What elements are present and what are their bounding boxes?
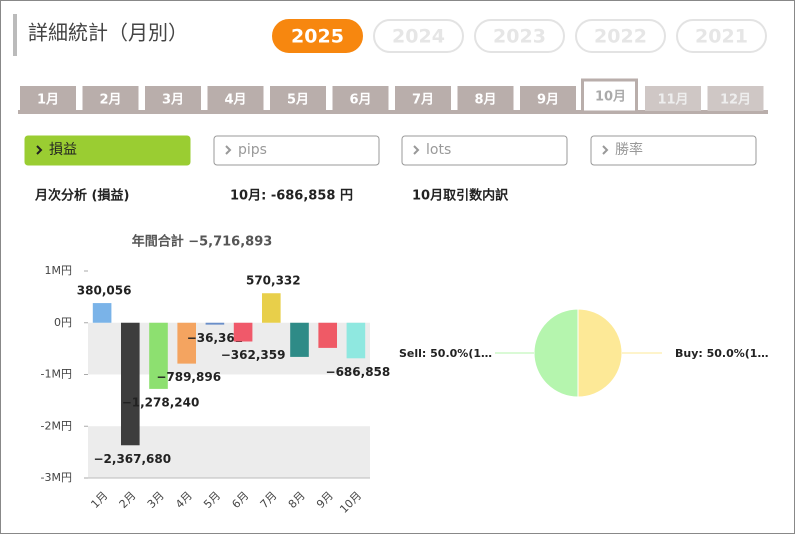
metric-button-label[interactable]: 勝率	[615, 141, 643, 158]
year-tab-label[interactable]: 2021	[695, 26, 748, 48]
bar	[346, 322, 366, 359]
month-tab[interactable]	[457, 86, 514, 111]
metric-button[interactable]	[401, 135, 568, 166]
year-tab-label[interactable]: 2022	[594, 26, 647, 48]
y-tick-label: -3M円	[41, 471, 72, 484]
month-tab[interactable]	[270, 86, 326, 111]
month-tab[interactable]	[145, 86, 201, 111]
y-tick-label: -2M円	[41, 419, 72, 432]
month-tab[interactable]	[20, 86, 76, 111]
month-tab-label[interactable]: 3月	[162, 93, 184, 108]
bar	[290, 322, 309, 357]
data-label: −36,362	[187, 331, 243, 345]
year-tab-label[interactable]: 2025	[291, 26, 344, 48]
month-tab[interactable]	[520, 86, 576, 111]
chevron-icon	[225, 145, 232, 155]
bar	[177, 322, 197, 364]
data-label: −789,896	[156, 370, 221, 384]
y-tick-label: 0円	[54, 316, 72, 329]
month-tab-label[interactable]: 5月	[287, 93, 309, 108]
data-label: −686,858	[326, 365, 391, 379]
month-tab[interactable]	[207, 86, 264, 111]
section-label: 10月取引数内訳	[412, 188, 509, 204]
month-tab-label[interactable]: 10月	[595, 90, 626, 105]
section-label: 10月: -686,858 円	[230, 189, 353, 204]
section-label: 月次分析 (損益)	[34, 188, 129, 204]
tab-underline	[18, 110, 768, 114]
chart-annotation: 年間合計 −5,716,893	[132, 234, 273, 250]
data-label: −1,278,240	[122, 395, 200, 409]
data-label: −362,359	[221, 348, 286, 362]
year-tab[interactable]	[272, 19, 363, 53]
month-tab[interactable]	[707, 86, 764, 111]
month-tab[interactable]	[645, 86, 701, 111]
year-tab[interactable]	[474, 19, 565, 53]
bar	[233, 322, 253, 342]
bar	[92, 303, 112, 323]
month-tab-label[interactable]: 9月	[537, 93, 559, 108]
bar	[205, 322, 225, 325]
chevron-icon	[413, 145, 420, 155]
month-tab-label[interactable]: 8月	[474, 93, 496, 108]
pie-label: Buy: 50.0%(1…	[675, 347, 768, 360]
month-tab[interactable]	[82, 86, 139, 111]
y-tick-label: -1M円	[41, 368, 72, 381]
month-tab-label[interactable]: 7月	[412, 93, 434, 108]
month-tab-label[interactable]: 4月	[224, 93, 246, 108]
data-label: 380,056	[77, 284, 132, 298]
data-label: 570,332	[246, 274, 301, 288]
metric-button-label[interactable]: pips	[238, 142, 267, 158]
year-tab-label[interactable]: 2023	[493, 26, 546, 48]
month-tab-label[interactable]: 12月	[720, 93, 751, 108]
chevron-icon	[36, 145, 43, 155]
bar	[318, 322, 338, 348]
month-tab[interactable]	[332, 86, 389, 111]
metric-button[interactable]	[24, 135, 191, 166]
page-title: 詳細統計（月別）	[28, 21, 188, 45]
month-tab-label[interactable]: 11月	[657, 93, 688, 108]
year-tab[interactable]	[373, 19, 464, 53]
year-tab[interactable]	[575, 19, 666, 53]
pie-label: Sell: 50.0%(1…	[399, 347, 492, 360]
title-bar	[13, 14, 17, 56]
metric-button-label[interactable]: lots	[426, 142, 451, 158]
year-tab[interactable]	[676, 19, 767, 53]
data-label: −2,367,680	[93, 452, 171, 466]
month-tab-label[interactable]: 2月	[99, 93, 121, 108]
metric-button[interactable]	[213, 135, 380, 166]
bar	[261, 293, 281, 323]
bar	[120, 322, 140, 446]
metric-button[interactable]	[590, 135, 757, 166]
month-tab-label[interactable]: 6月	[349, 93, 371, 108]
year-tab-label[interactable]: 2024	[392, 26, 445, 48]
y-tick-label: 1M円	[45, 264, 73, 277]
chevron-icon	[602, 145, 609, 155]
metric-button-label[interactable]: 損益	[49, 142, 77, 158]
bar	[149, 322, 168, 389]
month-tab[interactable]	[395, 86, 451, 111]
month-tab[interactable]	[581, 78, 638, 114]
month-tab-label[interactable]: 1月	[37, 93, 59, 108]
